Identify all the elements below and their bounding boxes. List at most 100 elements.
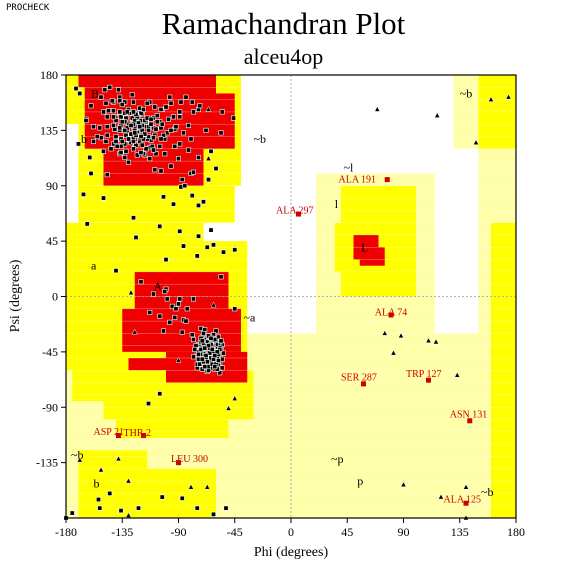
residue-point bbox=[186, 147, 192, 153]
glycine-point bbox=[125, 477, 132, 484]
core-region bbox=[134, 271, 229, 315]
residue-point bbox=[111, 108, 117, 114]
residue-point bbox=[167, 319, 173, 325]
x-tick-label: 135 bbox=[451, 525, 469, 539]
residue-point bbox=[148, 121, 154, 127]
residue-point bbox=[189, 193, 195, 199]
residue-point bbox=[119, 102, 125, 108]
residue-point bbox=[153, 126, 159, 132]
residue-point bbox=[103, 100, 109, 106]
glycine-point bbox=[225, 404, 232, 411]
residue-point bbox=[147, 309, 153, 315]
residue-point bbox=[122, 154, 128, 160]
residue-point bbox=[107, 490, 113, 496]
residue-point bbox=[191, 354, 197, 360]
residue-point bbox=[117, 125, 123, 131]
residue-point bbox=[199, 356, 205, 362]
residue-point bbox=[113, 268, 119, 274]
glycine-point bbox=[76, 456, 83, 463]
residue-point bbox=[104, 114, 110, 120]
residue-point bbox=[216, 357, 222, 363]
residue-point bbox=[166, 116, 172, 122]
residue-point bbox=[179, 495, 185, 501]
residue-point bbox=[73, 86, 79, 92]
y-tick-label: 45 bbox=[46, 234, 58, 248]
residue-point bbox=[146, 127, 152, 133]
x-tick-label: -180 bbox=[55, 525, 77, 539]
residue-point bbox=[168, 127, 174, 133]
y-axis-ticks: -135 -90 -45 0 45 90 135 180 bbox=[36, 68, 66, 470]
region-label: ~b bbox=[460, 86, 473, 100]
x-tick-label: -135 bbox=[111, 525, 133, 539]
x-axis-label: Phi (degrees) bbox=[254, 545, 329, 560]
residue-point bbox=[177, 296, 183, 302]
y-tick-label: 180 bbox=[40, 68, 58, 82]
residue-point bbox=[96, 497, 102, 503]
region-label: L bbox=[361, 240, 368, 254]
glycine-point bbox=[505, 93, 512, 100]
outlier-point bbox=[116, 433, 121, 439]
residue-point bbox=[119, 119, 125, 125]
residue-point bbox=[157, 313, 163, 319]
residue-point bbox=[106, 108, 112, 114]
allowed-region bbox=[116, 407, 229, 439]
outlier-point bbox=[361, 381, 366, 387]
residue-point bbox=[161, 328, 167, 334]
residue-point bbox=[196, 154, 202, 160]
glycine-point bbox=[437, 493, 445, 500]
residue-point bbox=[201, 199, 207, 205]
residue-point bbox=[203, 127, 209, 133]
glycine-point bbox=[454, 371, 461, 378]
glycine-point bbox=[472, 139, 480, 145]
glycine-point bbox=[381, 329, 388, 336]
glycine-point bbox=[231, 395, 238, 401]
region-label: A bbox=[154, 280, 163, 294]
glycine-point bbox=[115, 455, 122, 462]
residue-point bbox=[204, 244, 210, 250]
residue-point bbox=[114, 143, 120, 149]
residue-point bbox=[177, 114, 183, 120]
residue-point bbox=[199, 338, 205, 344]
residue-point bbox=[107, 84, 113, 90]
glycine-point bbox=[97, 466, 105, 473]
glycine-point bbox=[374, 105, 381, 112]
outlier-label: ALA 125 bbox=[444, 495, 482, 506]
residue-point bbox=[98, 94, 104, 100]
core-region bbox=[128, 358, 191, 371]
residue-point bbox=[157, 391, 163, 397]
residue-point bbox=[178, 99, 184, 105]
glycine-point bbox=[187, 483, 195, 490]
outlier-point bbox=[467, 418, 473, 424]
y-tick-label: -135 bbox=[36, 456, 58, 470]
residue-point bbox=[148, 116, 154, 122]
residue-point bbox=[221, 249, 227, 255]
residue-point bbox=[221, 350, 227, 356]
region-label: B bbox=[91, 86, 99, 100]
residue-point bbox=[111, 122, 117, 128]
residue-point bbox=[181, 130, 187, 136]
residue-point bbox=[177, 109, 183, 115]
y-tick-label: 135 bbox=[40, 123, 58, 137]
generous-region bbox=[341, 456, 404, 518]
residue-point bbox=[219, 365, 225, 371]
residue-point bbox=[171, 114, 177, 120]
allowed-region bbox=[78, 185, 235, 223]
residue-point bbox=[77, 90, 83, 96]
region-label: b bbox=[81, 132, 87, 146]
residue-point bbox=[101, 109, 107, 115]
residue-point bbox=[164, 296, 170, 302]
residue-points bbox=[63, 84, 238, 521]
residue-point bbox=[124, 109, 130, 115]
residue-point bbox=[192, 346, 198, 352]
residue-point bbox=[189, 99, 195, 105]
residue-point bbox=[104, 172, 110, 178]
glycine-point bbox=[390, 349, 397, 356]
outlier-label: ALA 297 bbox=[276, 205, 314, 216]
residue-point bbox=[104, 132, 110, 138]
x-tick-label: -90 bbox=[171, 525, 187, 539]
residue-point bbox=[157, 223, 163, 229]
residue-point bbox=[186, 122, 192, 128]
residue-point bbox=[117, 109, 123, 115]
residue-point bbox=[113, 134, 119, 140]
residue-point bbox=[196, 202, 202, 208]
